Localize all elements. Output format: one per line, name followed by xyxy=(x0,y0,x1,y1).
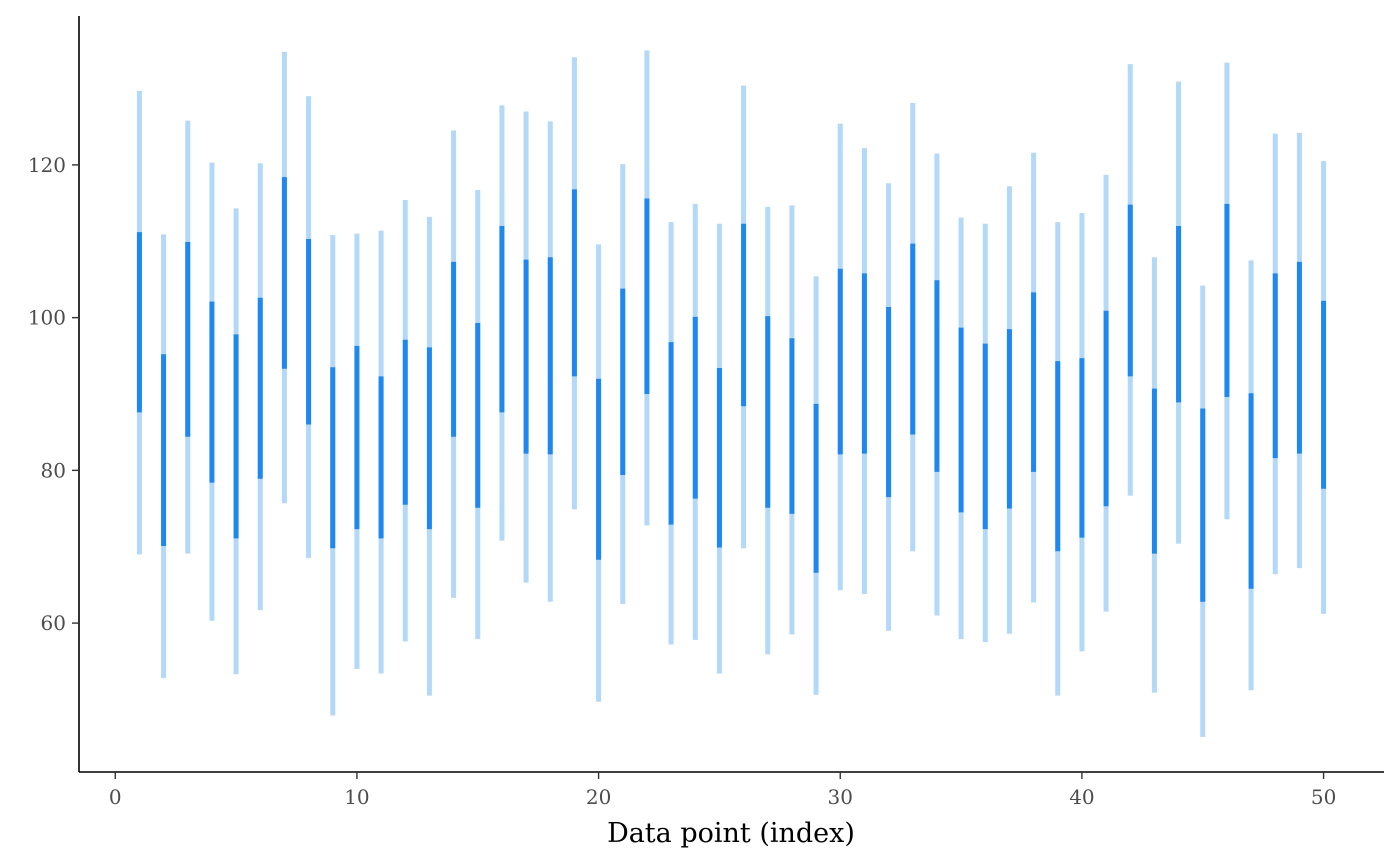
x-tick-label-20: 20 xyxy=(586,785,611,809)
y-tick-label-60: 60 xyxy=(41,611,66,635)
x-tick-label-50: 50 xyxy=(1311,785,1336,809)
x-axis-title: Data point (index) xyxy=(607,818,855,849)
x-tick-label-10: 10 xyxy=(344,785,369,809)
x-tick-label-0: 0 xyxy=(109,785,122,809)
x-tick-label-30: 30 xyxy=(828,785,853,809)
intervals-layer xyxy=(136,50,1327,737)
x-tick-label-40: 40 xyxy=(1069,785,1094,809)
y-ticks: 60 80 100 120 xyxy=(28,153,79,635)
y-tick-label-100: 100 xyxy=(28,306,66,330)
y-tick-label-80: 80 xyxy=(41,458,66,482)
axes-layer: 0 10 20 30 40 50 60 80 100 120 xyxy=(28,16,1384,809)
x-ticks: 0 10 20 30 40 50 xyxy=(109,772,1336,809)
y-tick-label-120: 120 xyxy=(28,153,66,177)
